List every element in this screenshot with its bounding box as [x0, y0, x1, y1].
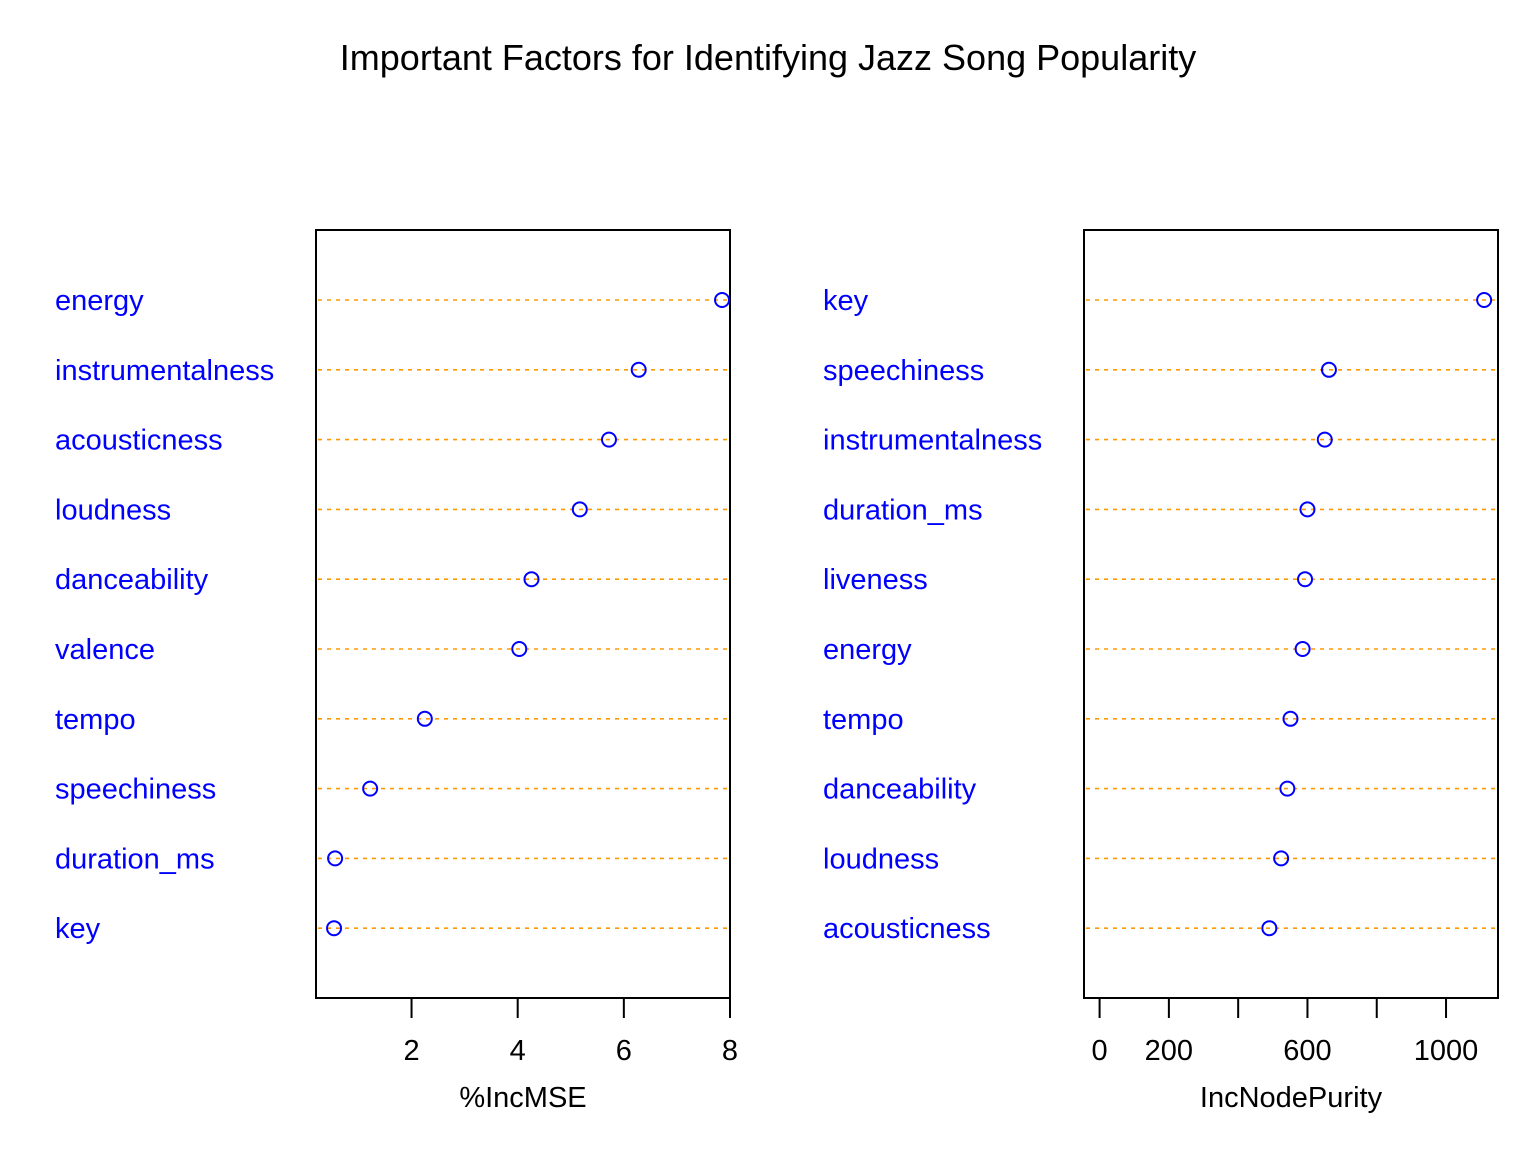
data-point — [714, 292, 731, 308]
x-axis-label: IncNodePurity — [1200, 1082, 1383, 1114]
data-point — [1279, 780, 1296, 797]
category-label: acousticness — [55, 425, 223, 457]
data-point — [1282, 710, 1299, 727]
data-point — [1320, 361, 1337, 378]
category-label: loudness — [55, 494, 171, 526]
x-tick-label: 2 — [403, 1035, 419, 1067]
plot-frame — [315, 229, 731, 999]
x-tick-label: 200 — [1145, 1035, 1193, 1067]
data-point — [362, 780, 379, 797]
category-label: loudness — [823, 843, 939, 875]
chart-panels: energy instrumentalness acousticness loudne… — [55, 229, 1499, 1114]
panel-2: key speechiness instrumentalness duration_m… — [823, 229, 1499, 1114]
chart-title: Important Factors for Identifying Jazz S… — [340, 37, 1196, 78]
category-label: duration_ms — [55, 843, 215, 875]
x-tick-label: 4 — [510, 1035, 526, 1067]
category-label: duration_ms — [823, 494, 983, 526]
x-tick-label: 0 — [1092, 1035, 1108, 1067]
x-tick-label: 600 — [1283, 1035, 1331, 1067]
data-point — [327, 850, 344, 867]
data-point — [600, 431, 617, 448]
category-label: energy — [55, 285, 144, 317]
data-point — [511, 641, 528, 657]
category-label: speechiness — [823, 355, 984, 387]
category-label: valence — [55, 634, 155, 666]
data-point — [1316, 431, 1333, 448]
category-label: key — [823, 285, 869, 317]
data-point — [523, 571, 540, 588]
data-point — [416, 710, 433, 727]
category-label: danceability — [823, 774, 977, 806]
x-tick-label: 1000 — [1414, 1035, 1479, 1067]
x-axis-label: %IncMSE — [459, 1082, 586, 1114]
data-point — [1299, 501, 1316, 518]
plot-frame — [1083, 229, 1499, 999]
data-point — [326, 920, 343, 937]
data-point — [1273, 850, 1290, 867]
category-label: tempo — [823, 704, 904, 736]
category-label: instrumentalness — [55, 355, 274, 387]
category-label: liveness — [823, 564, 928, 596]
data-point — [1261, 920, 1278, 937]
panel-1: energy instrumentalness acousticness loudne… — [55, 229, 738, 1114]
data-point — [1294, 641, 1311, 657]
category-label: tempo — [55, 704, 136, 736]
x-tick-label: 6 — [616, 1035, 632, 1067]
category-label: speechiness — [55, 774, 216, 806]
category-label: danceability — [55, 564, 209, 596]
category-label: energy — [823, 634, 912, 666]
data-point — [571, 501, 588, 518]
data-point — [630, 361, 647, 378]
category-label: key — [55, 913, 101, 945]
category-label: acousticness — [823, 913, 991, 945]
data-point — [1297, 571, 1314, 588]
x-tick-label: 8 — [722, 1035, 738, 1067]
data-point — [1476, 292, 1493, 308]
category-label: instrumentalness — [823, 425, 1042, 457]
